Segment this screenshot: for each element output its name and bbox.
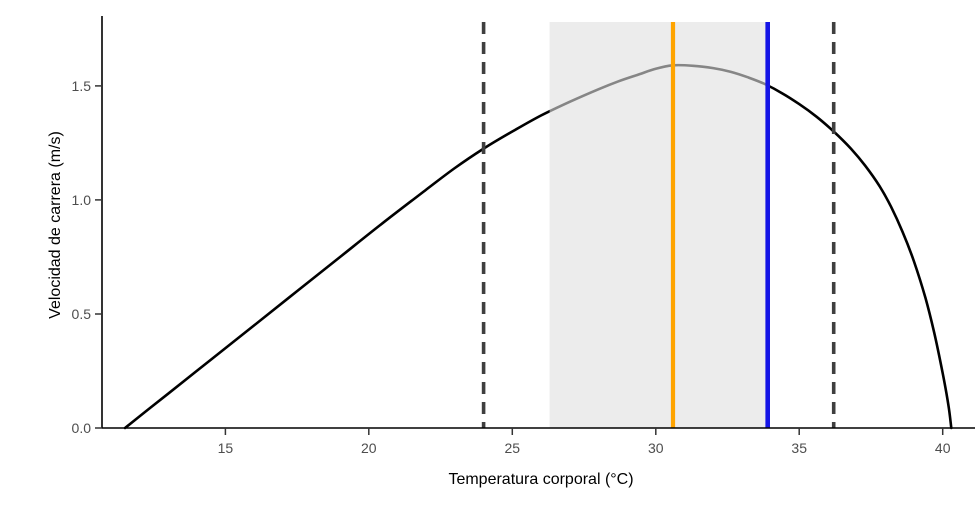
x-tick-label: 30 (648, 440, 664, 456)
y-tick-label: 0.0 (72, 420, 92, 436)
y-axis-title: Velocidad de carrera (m/s) (47, 131, 64, 319)
thermal-performance-chart: 15 20 25 30 35 40 0.0 0.5 1.0 1.5 Velocidad de ca… (40, 16, 975, 504)
x-tick-label: 20 (361, 440, 377, 456)
chart-canvas: 15 20 25 30 35 40 0.0 0.5 1.0 1.5 (72, 16, 975, 456)
x-axis-title: Temperatura corporal (°C) (448, 471, 634, 488)
performance-curve (123, 63, 953, 430)
y-tick-label: 1.0 (72, 192, 92, 208)
shaded-region (549, 22, 768, 428)
x-tick-label: 35 (791, 440, 807, 456)
x-tick-label: 25 (505, 440, 521, 456)
y-tick-label: 0.5 (72, 306, 92, 322)
x-tick-label: 15 (218, 440, 234, 456)
x-tick-label: 40 (935, 440, 951, 456)
y-tick-label: 1.5 (72, 78, 92, 94)
